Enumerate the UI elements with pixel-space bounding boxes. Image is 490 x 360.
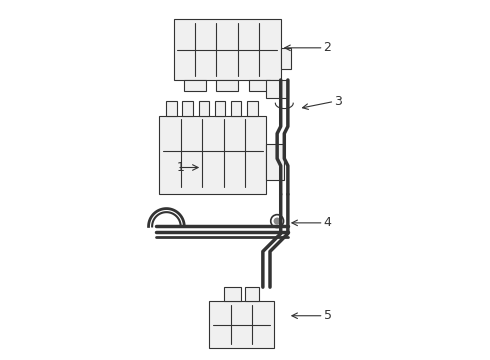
Text: 3: 3 [334,95,342,108]
Circle shape [273,217,281,225]
Bar [281,48,292,69]
Bar [217,80,238,91]
Bar [248,80,270,91]
Text: 4: 4 [323,216,331,229]
Bar [215,102,225,116]
Bar [245,287,259,301]
Text: 1: 1 [177,161,185,174]
Bar [167,102,177,116]
Text: 5: 5 [323,309,332,322]
Bar [267,80,288,98]
Bar [223,287,242,301]
Text: 2: 2 [323,41,331,54]
Bar [182,102,193,116]
Bar [231,102,242,116]
Bar [209,301,273,348]
Bar [173,19,281,80]
Bar [184,80,206,91]
Bar [159,116,267,194]
Bar [198,102,209,116]
Bar [267,144,284,180]
Bar [247,102,258,116]
